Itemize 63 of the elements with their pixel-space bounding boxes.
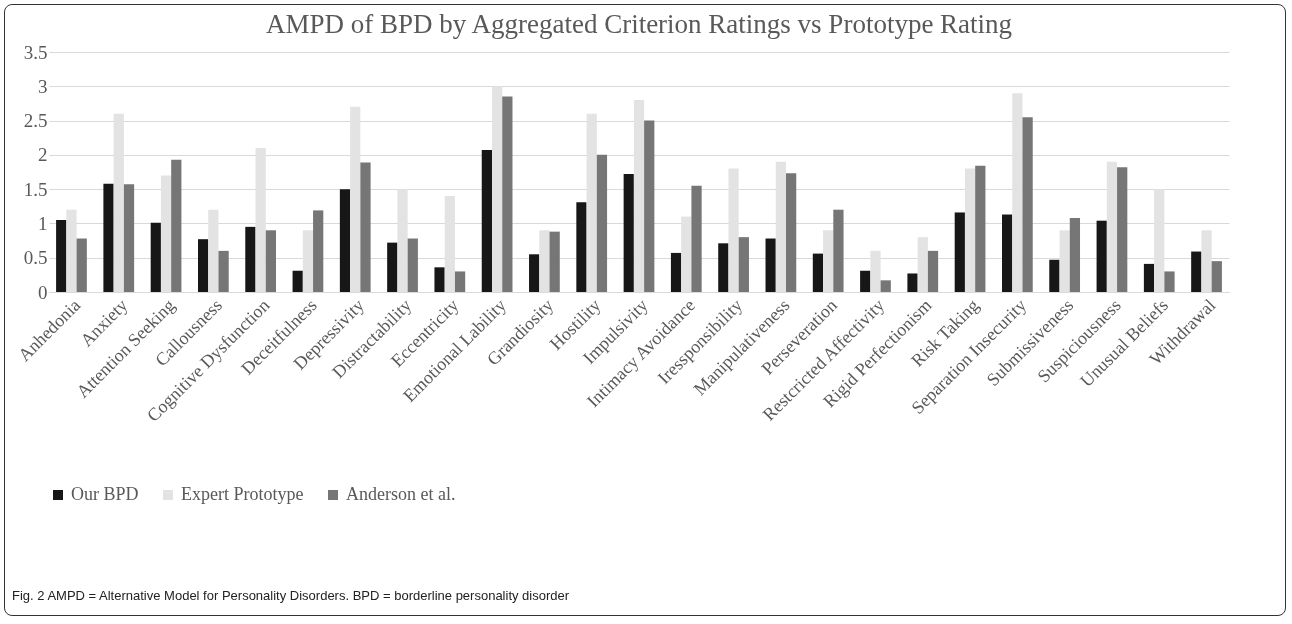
bar: [738, 237, 749, 292]
bar: [812, 253, 824, 292]
bar: [691, 185, 702, 292]
bar: [454, 271, 466, 292]
bar: [76, 238, 87, 292]
bar: [623, 174, 634, 292]
bar: [387, 242, 398, 292]
y-tick-label: 2: [38, 144, 48, 166]
bar: [502, 96, 513, 292]
y-tick-label: 2.5: [23, 110, 48, 132]
bar: [718, 243, 729, 292]
bar: [644, 120, 655, 292]
legend-label: Our BPD: [71, 484, 139, 504]
bar: [954, 212, 965, 292]
chart-title: AMPD of BPD by Aggregated Criterion Ratings vs Prototype Rating: [265, 9, 1013, 39]
y-tick-label: 1.5: [23, 178, 48, 200]
bar: [434, 267, 445, 292]
bar: [265, 230, 277, 292]
bar: [1117, 167, 1128, 292]
bar: [765, 238, 776, 292]
bar: [880, 280, 891, 292]
bar: [907, 273, 918, 292]
bar: [150, 222, 161, 292]
bar: [360, 162, 371, 292]
bar: [407, 238, 418, 292]
legend-label: Expert Prototype: [181, 484, 304, 504]
y-tick-label: 0.5: [23, 247, 48, 269]
bar: [1143, 263, 1155, 292]
bar: [833, 209, 844, 292]
bar: [56, 220, 67, 292]
bar: [1191, 251, 1202, 292]
legend-label: Anderson et al.: [346, 484, 456, 504]
bar: [975, 165, 986, 292]
bar: [339, 189, 351, 292]
bar: [549, 231, 560, 292]
caption: Fig. 2 AMPD = Alternative Model for Personality Disorders. BPD = borderline personality disorder: [12, 588, 570, 603]
y-tick-label: 1: [38, 212, 48, 234]
bar: [529, 254, 540, 292]
bar: [292, 270, 303, 292]
bar: [123, 184, 135, 292]
bar: [576, 202, 587, 292]
bar: [197, 239, 209, 292]
bar: [1211, 261, 1222, 292]
bar: [481, 150, 492, 292]
bar: [171, 159, 182, 292]
y-tick-label: 3: [38, 75, 48, 97]
bar: [1022, 117, 1033, 292]
bar: [313, 210, 324, 292]
bar: [1049, 259, 1060, 292]
bar: [927, 250, 939, 292]
bar: [1001, 214, 1013, 292]
bar: [860, 270, 871, 292]
bar: [218, 250, 229, 292]
bar: [245, 226, 256, 292]
bar: [1164, 271, 1175, 292]
bar: [786, 173, 797, 292]
bar: [103, 183, 114, 292]
y-tick-label: 3.5: [23, 41, 48, 63]
bar: [1096, 220, 1107, 292]
y-tick-label: 0: [38, 281, 48, 303]
bar: [670, 252, 682, 292]
bar: [596, 154, 608, 292]
bar: [1069, 217, 1081, 292]
